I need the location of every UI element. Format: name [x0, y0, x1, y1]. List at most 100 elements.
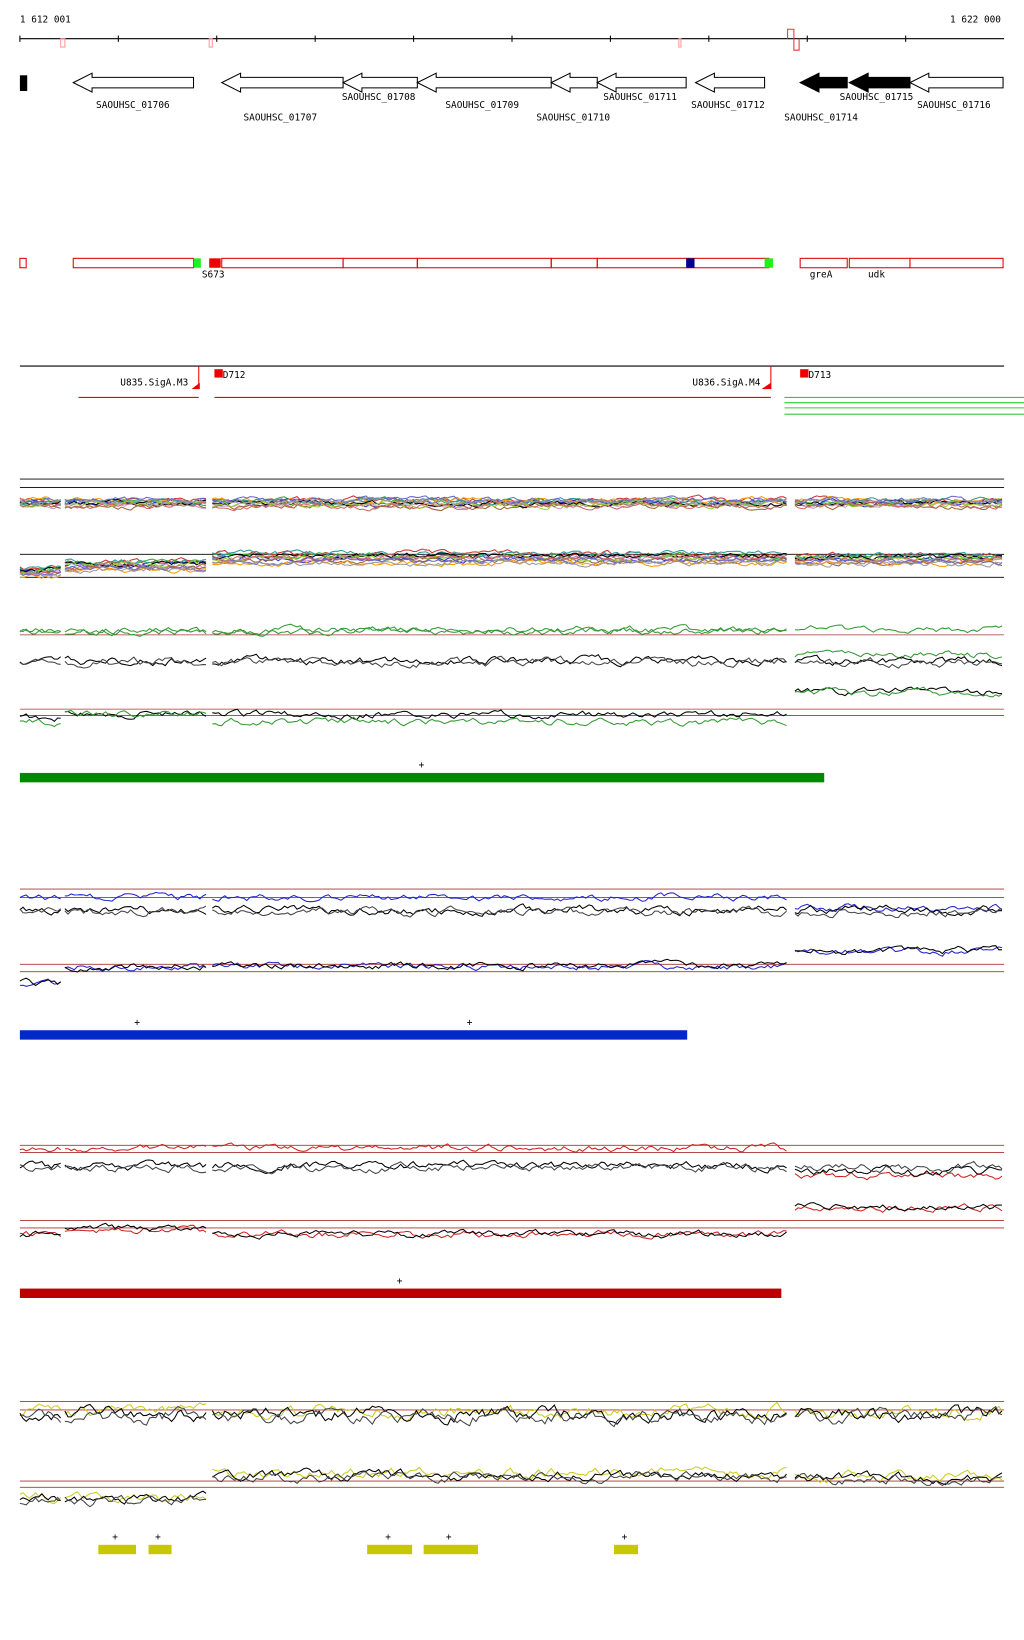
feature-box — [848, 257, 911, 269]
signal-line — [19, 978, 61, 987]
signal-line — [64, 1403, 207, 1423]
signal-line — [64, 1494, 207, 1508]
signal-line — [794, 497, 1003, 507]
signal-line — [794, 1202, 1003, 1212]
promoter-mark — [191, 382, 771, 390]
gene-arrow — [220, 72, 344, 93]
signal-line — [212, 500, 787, 510]
promoter-mark — [800, 369, 809, 378]
gene-arrow — [908, 72, 1004, 93]
signal-line — [794, 1170, 1003, 1181]
signal-line — [19, 977, 62, 987]
signal-line — [64, 498, 207, 507]
segment-bar — [423, 1544, 479, 1555]
feature-mark — [764, 258, 773, 268]
segment-marker: + — [467, 1017, 473, 1028]
segment-bar — [19, 1030, 688, 1040]
signal-line — [64, 709, 207, 718]
feature-box — [342, 257, 418, 269]
signal-line — [212, 496, 787, 507]
signal-line — [794, 908, 1003, 919]
signal-line — [19, 713, 61, 723]
segment-bar — [367, 1544, 413, 1555]
signal-line — [212, 623, 787, 636]
segment-marker: + — [446, 1532, 452, 1543]
gene-label: SAOUHSC_01714 — [784, 113, 858, 124]
signal-line — [212, 905, 787, 918]
signal-line — [212, 1161, 787, 1175]
signal-line — [64, 564, 207, 572]
feature-box — [550, 257, 598, 269]
signal-line — [794, 903, 1003, 913]
signal-line — [212, 501, 787, 512]
feature-mark — [686, 258, 695, 268]
signal-line — [19, 906, 62, 914]
signal-line — [212, 655, 787, 669]
gene-arrow — [596, 72, 687, 93]
signal-line — [19, 906, 62, 916]
signal-line — [212, 1467, 787, 1483]
signal-line — [19, 1492, 62, 1504]
signal-line — [794, 624, 1003, 634]
signal-line — [212, 716, 787, 727]
signal-line — [19, 894, 61, 901]
signal-line — [19, 628, 61, 634]
gene-label: SAOUHSC_01706 — [96, 100, 170, 111]
signal-line — [64, 905, 207, 918]
signal-line — [794, 1203, 1003, 1213]
segment-marker: + — [385, 1532, 391, 1543]
axis-end: 1 622 000 — [950, 14, 1001, 25]
gene-label: SAOUHSC_01708 — [342, 92, 416, 103]
signal-line — [64, 891, 207, 902]
gene-label: SAOUHSC_01707 — [244, 113, 318, 124]
promoter-label: U835.SigA.M3 — [120, 377, 188, 388]
signal-line — [212, 1228, 787, 1240]
signal-line — [64, 1164, 207, 1174]
segment-bar — [148, 1544, 172, 1555]
signal-line — [19, 1493, 61, 1502]
signal-line — [212, 495, 787, 505]
axis-mark — [787, 28, 800, 51]
segment-marker: + — [419, 760, 425, 771]
signal-line — [212, 708, 787, 721]
signal-line — [212, 960, 787, 972]
signal-line — [19, 566, 61, 574]
signal-line — [212, 1142, 787, 1153]
segment-bar — [19, 1288, 782, 1298]
signal-line — [794, 1470, 1003, 1486]
gene-arrow — [798, 72, 848, 93]
signal-line — [19, 574, 61, 579]
axis-start: 1 612 001 — [20, 14, 71, 25]
signal-line — [19, 497, 61, 504]
signal-line — [794, 686, 1003, 697]
signal-line — [794, 560, 1003, 568]
signal-line — [19, 1230, 61, 1238]
segment-bar — [613, 1544, 639, 1555]
signal-line — [64, 626, 207, 637]
signal-line — [64, 1222, 207, 1232]
signal-line — [212, 903, 787, 917]
signal-line — [212, 653, 787, 668]
segment-bar — [19, 772, 825, 783]
feature-mark — [209, 258, 221, 268]
feature-label: udk — [868, 270, 885, 281]
feature-box — [596, 257, 770, 269]
signal-line — [794, 558, 1003, 567]
axis-mark — [678, 38, 682, 48]
signal-line — [794, 649, 1003, 660]
gene-arrow — [72, 72, 195, 93]
signal-line — [19, 565, 61, 571]
segment-marker: + — [134, 1017, 140, 1028]
signal-line — [64, 656, 207, 669]
promoter-mark — [214, 369, 223, 378]
promoter-label: D713 — [809, 370, 832, 381]
signal-line — [64, 1159, 207, 1171]
signal-line — [212, 626, 787, 637]
gene-arrow — [416, 72, 552, 93]
signal-line — [211, 1404, 787, 1426]
signal-line — [64, 1490, 207, 1505]
gene-label: SAOUHSC_01709 — [445, 100, 519, 111]
signal-line — [794, 497, 1003, 505]
signal-line — [794, 1404, 1003, 1424]
